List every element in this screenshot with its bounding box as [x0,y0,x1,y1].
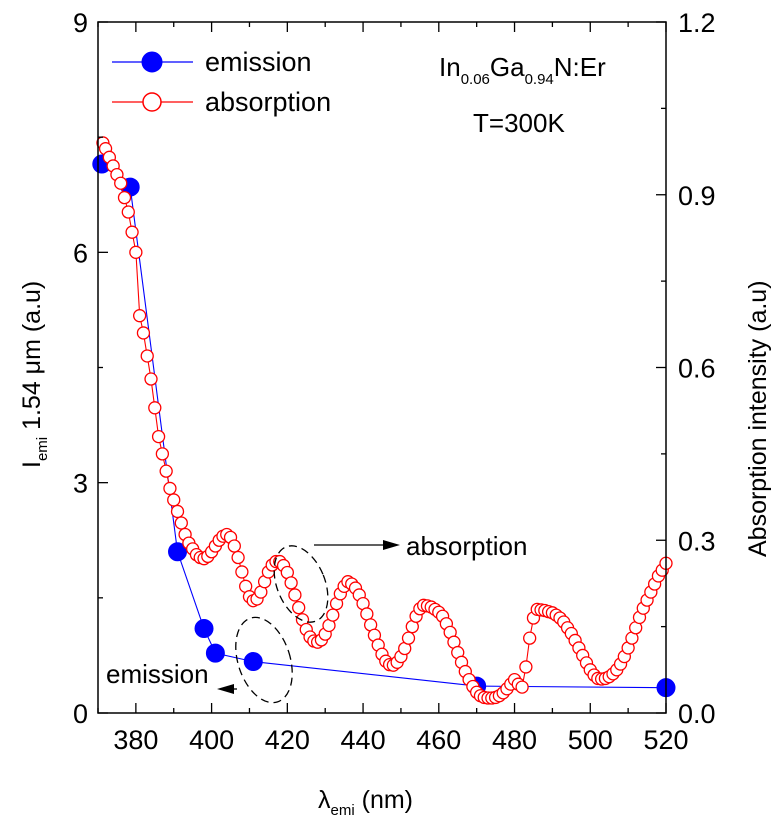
absorption-point [174,516,188,530]
absorption-point [360,607,374,621]
absorption-point [231,550,245,565]
absorption-point [519,660,533,674]
x-tick-label: 460 [416,725,461,755]
absorption-point [170,504,185,519]
legend: emission absorption [112,47,331,117]
absorption-point [144,372,158,386]
y-left-tick-label: 6 [73,238,88,268]
absorption-point [155,447,170,461]
y-left-axis-title: Iemi 1.54 μm (a.u) [18,281,51,468]
absorption-point [117,190,132,205]
y-right-tick-label: 0.0 [678,699,716,729]
y-right-tick-label: 1.2 [678,8,716,38]
emission-line [101,163,667,689]
x-tick-label: 500 [568,725,613,755]
x-axis-title: λemi (nm) [318,786,413,819]
emission-point [243,652,263,672]
absorption-point [401,631,416,645]
plot-frame [97,21,667,714]
sample-composition-label: In0.06Ga0.94N:Er [439,52,606,88]
x-tick-label: 420 [265,725,310,755]
x-tick-label: 520 [643,725,688,755]
legend-emission-label: emission [205,47,312,77]
x-tick-label: 440 [341,725,386,755]
absorption-point [326,608,340,622]
emission-ellipse [235,616,293,704]
y-right-axis-title: Absorption intensity (a.u) [744,280,772,557]
legend-absorption-marker [142,92,162,112]
x-tick-label: 480 [492,725,537,755]
y-right-tick-label: 0.6 [678,354,716,384]
axes-layer: 380 400 420 440 460 480 500 520 0 3 6 9 0.0 0.3 0.6 0.9… [73,8,716,755]
emission-point [194,619,214,639]
absorption-ellipse [273,545,329,623]
absorption-point [163,481,177,496]
absorption-point [235,565,249,579]
absorption-point [227,539,241,553]
absorption-point [148,401,162,415]
absorption-point [125,225,139,239]
absorption-point [114,176,128,190]
x-tick-label: 400 [189,725,234,755]
absorption-arrow-label: absorption [406,531,527,561]
y-right-tick-label: 0.9 [678,181,716,211]
emission-arrow-head [217,684,234,694]
absorption-arrow-head [383,540,400,550]
series-layer [92,136,676,705]
legend-absorption-label: absorption [205,87,331,117]
temperature-label: T=300K [473,108,565,138]
absorption-line [102,142,667,699]
absorption-point [159,464,173,478]
curve-annotations: absorption emission [106,531,527,704]
absorption-point [292,600,306,615]
absorption-point [133,309,147,323]
absorption-point [136,326,151,340]
absorption-point [288,588,302,602]
absorption-point [121,205,135,219]
emission-point [168,542,188,562]
y-left-tick-label: 0 [73,699,88,729]
emission-point [205,643,225,663]
y-right-tick-label: 0.3 [678,526,716,556]
absorption-point [523,631,537,645]
legend-emission-marker [141,51,163,73]
absorption-point [140,349,154,363]
x-tick-label: 380 [113,725,158,755]
absorption-point [167,493,181,507]
absorption-point [151,429,166,444]
y-left-tick-label: 9 [73,8,88,38]
sample-annotation: In0.06Ga0.94N:Er T=300K [439,52,606,138]
absorption-point [129,245,143,259]
absorption-point [515,680,529,694]
absorption-point [284,576,298,590]
emission-arrow-label: emission [106,659,209,689]
y-left-tick-label: 3 [73,469,88,499]
